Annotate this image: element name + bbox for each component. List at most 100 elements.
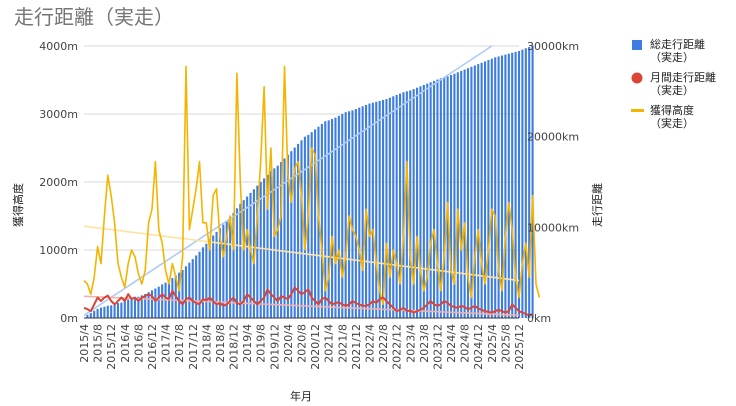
bar bbox=[422, 84, 425, 318]
y-left-tick-label: 0m bbox=[60, 312, 78, 325]
y-right-tick-label: 20000km bbox=[527, 131, 579, 144]
x-tick-label: 2020/8 bbox=[296, 324, 309, 363]
bar bbox=[358, 107, 361, 318]
x-tick-label: 2022/8 bbox=[377, 324, 390, 363]
bar bbox=[449, 75, 453, 318]
bar bbox=[517, 50, 521, 319]
series-line bbox=[83, 65, 541, 306]
x-axis-title: 年月 bbox=[290, 389, 312, 403]
bar bbox=[436, 79, 439, 319]
x-tick-label: 2019/8 bbox=[255, 324, 268, 363]
bar bbox=[181, 269, 184, 318]
bar bbox=[344, 112, 347, 318]
bar bbox=[235, 208, 238, 318]
bar bbox=[106, 305, 109, 318]
bar bbox=[480, 62, 483, 319]
x-tick-label: 2018/8 bbox=[214, 324, 227, 363]
legend-swatch-bar bbox=[632, 40, 642, 50]
bar bbox=[116, 303, 120, 318]
bar bbox=[415, 87, 419, 318]
bar bbox=[351, 110, 354, 318]
bar bbox=[470, 66, 473, 318]
bar bbox=[154, 288, 157, 318]
bar bbox=[133, 297, 137, 318]
bar bbox=[432, 80, 436, 318]
bar bbox=[269, 171, 272, 318]
bar bbox=[324, 121, 327, 319]
bar bbox=[222, 224, 225, 318]
bar bbox=[531, 45, 534, 319]
bar bbox=[337, 115, 340, 319]
bar bbox=[371, 102, 374, 319]
y-axis-left: 0m 1000m 2000m 3000m 4000m bbox=[39, 40, 78, 325]
bar bbox=[521, 49, 524, 318]
bar bbox=[110, 305, 113, 318]
bar bbox=[218, 228, 221, 318]
bar bbox=[293, 147, 296, 318]
bar bbox=[283, 158, 286, 318]
bar bbox=[127, 299, 130, 318]
bar bbox=[161, 284, 164, 318]
bar bbox=[99, 307, 103, 318]
bar bbox=[89, 313, 92, 318]
bar bbox=[303, 136, 306, 318]
bar bbox=[103, 306, 106, 318]
chart-title: 走行距離（実走） bbox=[14, 5, 174, 29]
bar bbox=[419, 86, 422, 318]
bar bbox=[191, 259, 194, 318]
bar bbox=[120, 302, 123, 318]
bar bbox=[259, 182, 262, 318]
bar bbox=[300, 140, 303, 318]
y-right-tick-label: 0km bbox=[527, 312, 551, 325]
bar bbox=[140, 295, 143, 318]
bar bbox=[392, 96, 395, 318]
x-tick-label: 2015/12 bbox=[105, 324, 118, 370]
bar bbox=[477, 64, 480, 318]
bar bbox=[320, 123, 323, 319]
bar bbox=[198, 251, 201, 318]
bar bbox=[453, 73, 456, 318]
x-axis: 2015/4 2015/8 2015/12 2016/4 2016/8 2016/12 20… bbox=[78, 324, 526, 370]
bar bbox=[456, 72, 459, 318]
x-tick-label: 2017/4 bbox=[160, 324, 173, 363]
bar bbox=[178, 272, 181, 318]
trendline bbox=[83, 225, 520, 282]
legend-label: 月間走行距離（実走） bbox=[650, 70, 716, 97]
bar bbox=[348, 111, 351, 318]
bar bbox=[473, 65, 476, 318]
bar bbox=[256, 185, 259, 318]
bar bbox=[86, 314, 89, 318]
legend: 総走行距離（実走） 月間走行距離（実走） 獲得高度（実走） bbox=[631, 37, 716, 130]
bar bbox=[528, 46, 531, 318]
bar bbox=[497, 56, 500, 318]
bar bbox=[297, 143, 300, 318]
bar bbox=[188, 262, 191, 318]
bar bbox=[310, 132, 313, 318]
y-left-tick-label: 3000m bbox=[39, 108, 78, 121]
bar bbox=[341, 114, 344, 318]
y-axis-right-title: 走行距離 bbox=[590, 183, 604, 227]
bar bbox=[137, 296, 140, 318]
bar bbox=[460, 70, 463, 318]
bar bbox=[113, 304, 116, 318]
x-tick-label: 2024/12 bbox=[472, 324, 485, 370]
x-tick-label: 2023/12 bbox=[431, 324, 444, 370]
x-tick-label: 2025/8 bbox=[499, 324, 512, 363]
bar bbox=[215, 231, 218, 318]
bar bbox=[399, 93, 402, 318]
x-tick-label: 2025/12 bbox=[513, 324, 526, 370]
y-left-tick-label: 4000m bbox=[39, 40, 78, 53]
bar bbox=[290, 151, 293, 318]
bar bbox=[514, 51, 517, 318]
bar bbox=[463, 69, 466, 318]
bar bbox=[157, 286, 160, 318]
bar bbox=[378, 100, 381, 318]
bar bbox=[184, 266, 188, 318]
bar bbox=[147, 292, 150, 318]
y-right-tick-label: 10000km bbox=[527, 221, 579, 234]
bar bbox=[212, 235, 215, 318]
bar bbox=[426, 83, 429, 318]
bar bbox=[286, 154, 289, 318]
legend-swatch-dot bbox=[631, 72, 643, 84]
